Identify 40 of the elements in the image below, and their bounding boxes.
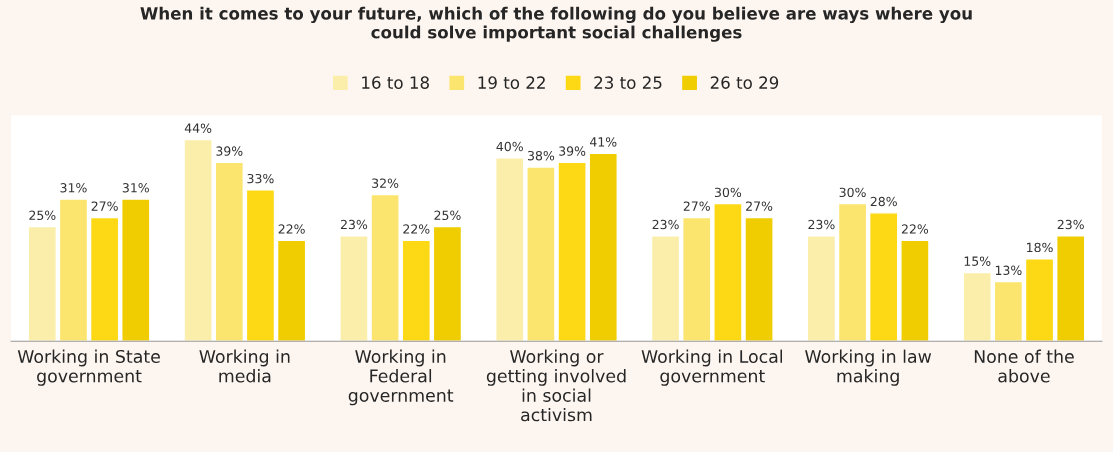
legend-label: 16 to 18 [362, 76, 429, 89]
data-label: 30% [839, 187, 866, 198]
data-label: 23% [340, 219, 368, 230]
data-label: 22% [278, 224, 305, 234]
data-label: 30% [714, 187, 742, 198]
data-label: 18% [1027, 242, 1053, 253]
x-tick-label: Working in media [199, 349, 290, 383]
data-label: 22% [403, 224, 430, 234]
data-label: 25% [434, 210, 461, 221]
data-label: 39% [216, 146, 243, 156]
data-label: 22% [901, 224, 929, 234]
data-label: 23% [652, 219, 679, 230]
data-label: 15% [964, 256, 991, 266]
data-label: 38% [527, 150, 555, 161]
legend-label: 26 to 29 [710, 76, 779, 89]
data-label: 27% [746, 201, 773, 211]
data-label: 23% [808, 219, 835, 230]
data-label: 27% [683, 201, 710, 211]
data-label: 40% [496, 141, 523, 152]
data-label: 33% [247, 173, 274, 184]
x-tick-label: Working or getting involved in social activism [486, 349, 626, 422]
legend-label: 23 to 25 [594, 76, 662, 89]
data-label: 28% [870, 196, 897, 207]
data-label: 31% [122, 183, 149, 193]
data-label: 31% [60, 183, 87, 193]
x-tick-label: Working in State government [17, 349, 160, 386]
data-label: 13% [995, 265, 1022, 276]
data-label: 44% [184, 123, 212, 133]
data-label: 39% [559, 146, 586, 156]
x-tick-label: Working in Federal government [348, 349, 454, 406]
x-tick-label: None of the above [974, 349, 1074, 383]
data-label: 25% [29, 210, 56, 221]
x-tick-label: Working in Local government [641, 349, 783, 386]
chart-title: When it comes to your future, which of the following do you believe are ways where you could solve important social challenges [140, 6, 972, 42]
x-tick-label: Working in law making [805, 349, 932, 386]
data-label: 32% [372, 178, 399, 188]
data-label: 41% [589, 137, 617, 147]
data-label: 23% [1057, 219, 1084, 230]
legend-label: 19 to 22 [478, 76, 545, 89]
data-label: 27% [91, 201, 118, 211]
